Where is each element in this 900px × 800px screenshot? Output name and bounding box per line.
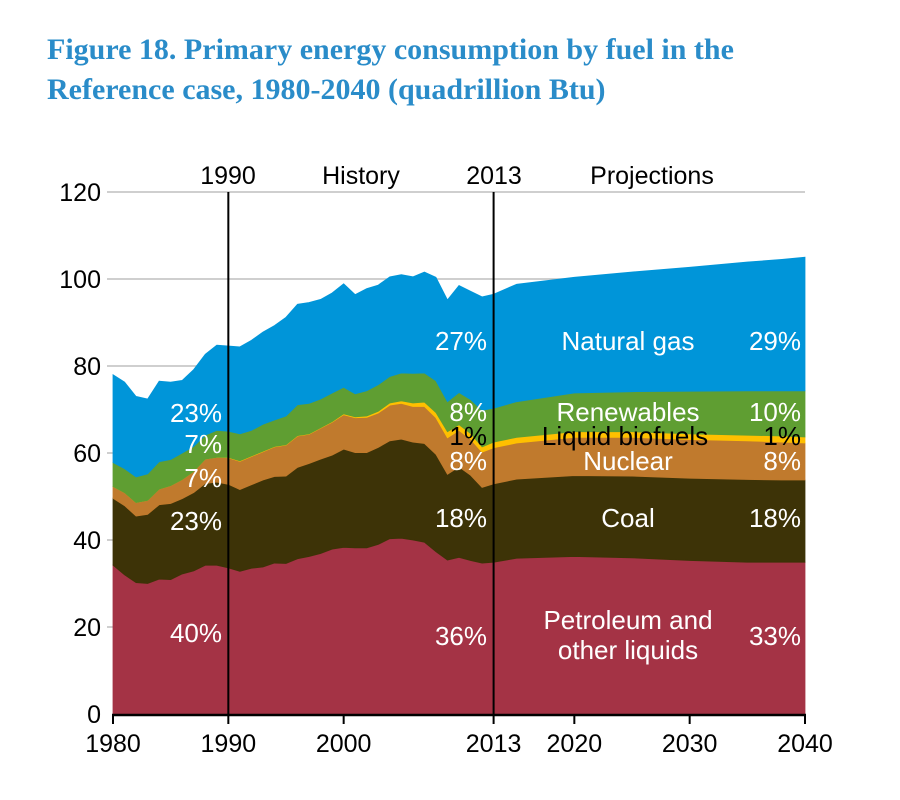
nuclear-share-2040: 8% [763, 446, 801, 476]
history-label: History [322, 162, 400, 190]
x-tick-label-1990: 1990 [201, 730, 257, 758]
y-tick-label-120: 120 [59, 179, 101, 207]
divider-year-1990: 1990 [200, 162, 256, 190]
figure-title-line2: Reference case, 1980-2040 (quadrillion B… [47, 73, 606, 106]
petroleum-share-1990: 40% [170, 618, 222, 648]
y-tick-label-80: 80 [73, 353, 101, 381]
natural-gas-series-label: Natural gas [562, 326, 695, 356]
coal-share-2013: 18% [435, 503, 487, 533]
biofuels-series-label: Liquid biofuels [542, 421, 708, 451]
renewables-share-2040: 10% [749, 397, 801, 427]
coal-share-1990: 23% [170, 506, 222, 536]
y-tick-label-40: 40 [73, 527, 101, 555]
coal-share-2040: 18% [749, 503, 801, 533]
x-tick-label-2013: 2013 [466, 730, 522, 758]
x-tick-label-2000: 2000 [316, 730, 372, 758]
y-tick-label-60: 60 [73, 440, 101, 468]
y-tick-label-20: 20 [73, 614, 101, 642]
figure-title: Figure 18. Primary energy consumption by… [47, 30, 882, 110]
natural-gas-share-2013: 27% [435, 326, 487, 356]
natural-gas-share-1990: 23% [170, 398, 222, 428]
renewables-share-2013: 8% [449, 397, 487, 427]
y-tick-label-100: 100 [59, 266, 101, 294]
petroleum-series-label-line2: other liquids [558, 635, 698, 665]
figure-title-line1: Figure 18. Primary energy consumption by… [47, 33, 734, 66]
petroleum-share-2013: 36% [435, 621, 487, 651]
x-tick-label-2030: 2030 [662, 730, 718, 758]
renewables-series-label: Renewables [556, 397, 699, 427]
petroleum-share-2040: 33% [749, 621, 801, 651]
biofuels-share-2040: 1% [763, 421, 801, 451]
renewables-share-1990: 7% [184, 429, 222, 459]
x-tick-label-1980: 1980 [85, 730, 141, 758]
biofuels-share-2013: 1% [449, 421, 487, 451]
nuclear-share-1990: 7% [184, 463, 222, 493]
x-tick-label-2040: 2040 [777, 730, 833, 758]
x-tick-label-2020: 2020 [547, 730, 603, 758]
petroleum-series-label-line1: Petroleum and [543, 605, 712, 635]
nuclear-share-2013: 8% [449, 446, 487, 476]
nuclear-series-label: Nuclear [583, 446, 673, 476]
natural-gas-share-2040: 29% [749, 326, 801, 356]
coal-series-label: Coal [601, 503, 654, 533]
area-natural-gas [112, 256, 806, 478]
projections-label: Projections [590, 162, 714, 190]
y-tick-label-0: 0 [87, 701, 101, 729]
divider-year-2013: 2013 [466, 162, 522, 190]
